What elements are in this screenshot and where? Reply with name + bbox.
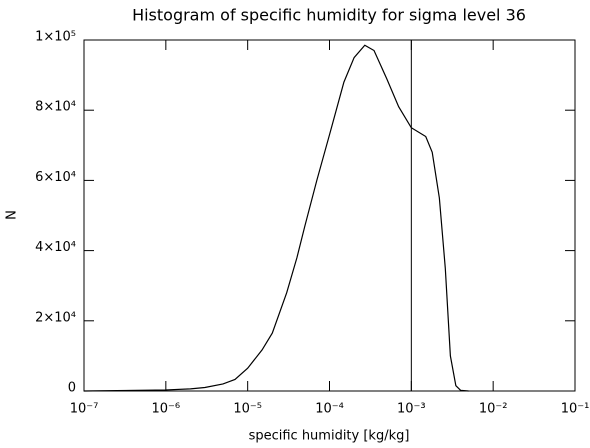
x-tick-label: 10⁻⁶ <box>152 402 181 417</box>
plot-frame <box>83 39 576 392</box>
y-axis-label: N <box>5 210 20 220</box>
x-tick-label: 10⁻¹ <box>561 402 590 417</box>
x-tick-label: 10⁻² <box>479 402 508 417</box>
y-tick-label: 4×10⁴ <box>35 240 76 255</box>
y-tick-label: 0 <box>68 381 76 396</box>
y-tick-label: 1×10⁵ <box>35 30 76 45</box>
y-tick-label: 6×10⁴ <box>35 170 76 185</box>
x-tick-label: 10⁻⁷ <box>70 402 99 417</box>
x-axis-label: specific humidity [kg/kg] <box>249 429 410 444</box>
y-tick-label: 8×10⁴ <box>35 100 76 115</box>
x-tick-label: 10⁻⁵ <box>233 402 262 417</box>
data-line <box>83 44 469 392</box>
x-tick-label: 10⁻⁴ <box>315 402 344 417</box>
x-tick-label: 10⁻³ <box>397 402 426 417</box>
y-tick-label: 2×10⁴ <box>35 310 76 325</box>
chart-title: Histogram of specific humidity for sigma… <box>132 6 526 25</box>
